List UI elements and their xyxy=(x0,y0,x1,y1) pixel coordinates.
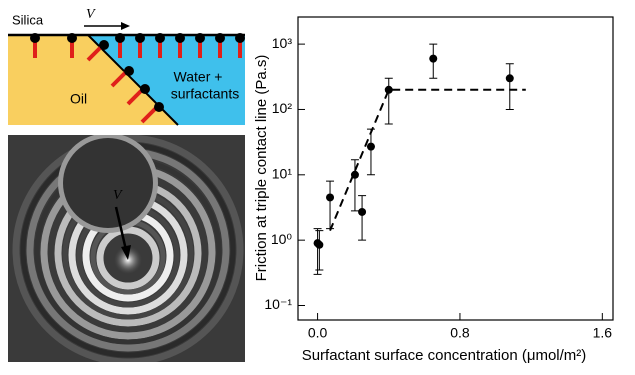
error-bar xyxy=(505,63,514,110)
surfactant-heads xyxy=(30,33,245,112)
data-point xyxy=(429,54,438,63)
error-bar xyxy=(350,159,359,212)
y-tick-label: 10⁻¹ xyxy=(264,296,292,312)
schematic: V Silica Oil Water + surfactants xyxy=(8,7,245,126)
error-bar xyxy=(366,128,375,176)
water-label: Water + xyxy=(174,69,223,85)
silica-label: Silica xyxy=(12,12,44,27)
data-point xyxy=(315,240,324,249)
x-tick-label: 1.6 xyxy=(593,325,613,341)
x-tick-label: 0.0 xyxy=(308,325,328,341)
error-bar xyxy=(384,77,393,125)
data-point xyxy=(505,74,514,83)
x-tick-label: 0.8 xyxy=(450,325,470,341)
y-tick-label: 10¹ xyxy=(272,166,293,182)
data-point xyxy=(326,193,335,202)
data-point xyxy=(350,170,359,179)
micrograph: V xyxy=(8,135,245,362)
error-bar xyxy=(358,195,367,241)
data-point xyxy=(358,207,367,216)
plot-frame xyxy=(297,16,614,321)
oil-label: Oil xyxy=(70,91,87,107)
x-axis-label: Surfactant surface concentration (μmol/m… xyxy=(302,347,587,364)
water-region xyxy=(88,35,245,125)
data-point xyxy=(366,142,375,151)
arrow-head xyxy=(121,22,130,30)
error-bar xyxy=(313,228,322,275)
y-tick-label: 10² xyxy=(272,100,293,116)
data-point xyxy=(384,85,393,94)
error-bar xyxy=(326,180,335,230)
error-bar xyxy=(315,230,324,271)
y-tick-label: 10³ xyxy=(272,35,293,51)
velocity-label: V xyxy=(113,188,123,203)
water-label: surfactants xyxy=(171,86,239,102)
y-tick-label: 10⁰ xyxy=(271,231,293,247)
velocity-label: V xyxy=(86,7,96,22)
y-axis-label: Friction at triple contact line (Pa.s) xyxy=(253,55,270,282)
